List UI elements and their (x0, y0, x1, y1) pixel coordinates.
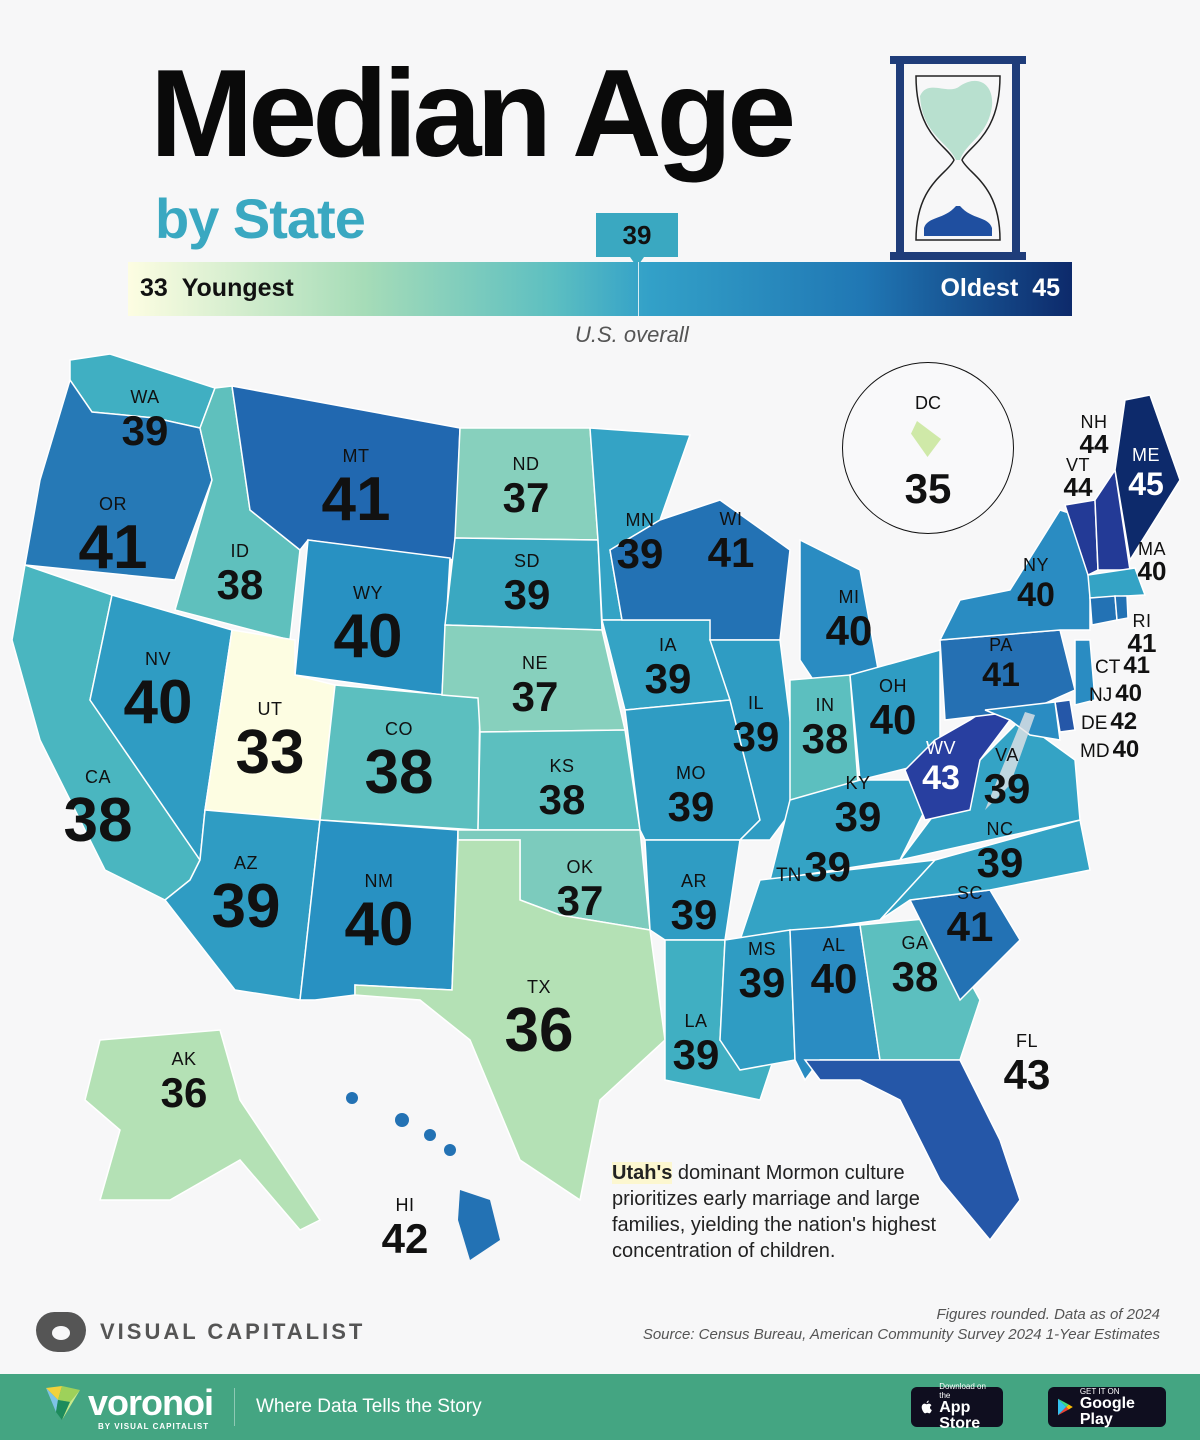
footer-tagline: Where Data Tells the Story (256, 1396, 482, 1417)
label-VA: VA 39 (983, 745, 1031, 812)
visual-capitalist-logo[interactable]: VISUAL CAPITALIST (36, 1312, 365, 1352)
label-KY: KY 39 (834, 773, 882, 840)
dc-abbr: DC (915, 393, 941, 413)
hourglass-icon (890, 56, 1026, 260)
state-NY[interactable] (938, 509, 1091, 641)
label-IA: IA 39 (644, 635, 692, 702)
label-SC: SC 41 (946, 883, 994, 950)
label-SD: SD 39 (503, 551, 551, 618)
label-HI: HI 42 (381, 1195, 429, 1262)
label-NE: NE 37 (511, 653, 559, 720)
label-IL: IL 39 (732, 693, 780, 760)
dc-value: 35 (904, 465, 952, 512)
legend-min: 33 Youngest (140, 274, 294, 302)
visual-capitalist-mark-icon (36, 1312, 86, 1352)
dc-shape (911, 421, 941, 457)
voronoi-mark-icon (46, 1386, 80, 1420)
app-store-badge[interactable]: Download on the App Store (911, 1382, 1003, 1432)
color-scale-legend: 33 Youngest Oldest 45 (128, 262, 1072, 316)
label-PA: PA 41 (982, 635, 1020, 694)
label-NJ: NJ 40 (1089, 680, 1142, 707)
footer-bar: voronoi BY VISUAL CAPITALIST Where Data … (0, 1374, 1200, 1440)
source-note: Figures rounded. Data as of 2024 Source:… (642, 1306, 1160, 1343)
label-NC: NC 39 (976, 819, 1024, 886)
state-TX[interactable] (354, 839, 666, 1202)
dc-callout-beam (985, 712, 1035, 810)
label-MI: MI 40 (825, 587, 873, 654)
label-CT: CT 41 (1095, 652, 1151, 679)
state-MA[interactable] (1087, 567, 1147, 599)
label-NH: NH 44 (1079, 412, 1109, 459)
state-ME[interactable] (1114, 394, 1181, 563)
label-OK: OK 37 (556, 857, 604, 924)
label-WA: WA 39 (121, 387, 169, 454)
label-MD: MD 40 (1080, 736, 1140, 763)
voronoi-sub: BY VISUAL CAPITALIST (98, 1422, 210, 1431)
label-MT: MT 41 (321, 446, 391, 534)
state-NJ[interactable] (1074, 639, 1096, 706)
state-FL[interactable] (803, 1059, 1021, 1242)
label-AK: AK 36 (160, 1049, 208, 1116)
label-WV: WV 43 (922, 738, 960, 797)
label-RI: RI 41 (1127, 611, 1157, 658)
label-IN: IN 38 (801, 695, 849, 762)
label-OR: OR 41 (78, 494, 148, 582)
label-LA: LA 39 (672, 1011, 720, 1078)
label-GA: GA 38 (891, 933, 939, 1000)
apple-icon (921, 1400, 932, 1414)
label-WY: WY 40 (333, 583, 403, 671)
label-CO: CO 38 (364, 719, 434, 807)
label-CA: CA 38 (63, 767, 133, 855)
us-overall-caption: U.S. overall (575, 322, 689, 347)
label-MS: MS 39 (738, 939, 786, 1006)
label-AZ: AZ 39 (211, 853, 281, 941)
google-play-badge[interactable]: GET IT ON Google Play (1048, 1387, 1166, 1427)
voronoi-logo[interactable]: voronoi (44, 1382, 214, 1424)
google-play-icon (1058, 1398, 1073, 1416)
state-CT[interactable] (1089, 595, 1118, 626)
dc-callout: DC 35 (842, 362, 1014, 534)
label-ID: ID 38 (216, 541, 264, 608)
label-NV: NV 40 (123, 649, 193, 737)
label-NY: NY 40 (1017, 555, 1055, 614)
label-FL: FL 43 (1003, 1031, 1051, 1098)
page-title: Median Age (150, 45, 796, 183)
label-NM: NM 40 (344, 871, 414, 959)
label-WI: WI 41 (707, 509, 755, 576)
us-overall-marker: 39 (596, 213, 678, 267)
state-KY[interactable] (768, 779, 942, 881)
state-RI[interactable] (1114, 595, 1129, 621)
utah-annotation: Utah's dominant Mormon culture prioritiz… (612, 1162, 937, 1262)
footer-divider (234, 1388, 235, 1426)
state-IL[interactable] (708, 639, 801, 841)
label-OH: OH 40 (869, 676, 917, 743)
us-choropleth-map (0, 340, 1200, 1300)
label-ME: ME 45 (1128, 445, 1164, 502)
label-TN: TN39 (776, 843, 852, 890)
label-DE: DE 42 (1081, 708, 1138, 735)
label-AL: AL 40 (810, 935, 858, 1002)
state-shapes (11, 353, 1181, 1260)
legend-max: Oldest 45 (940, 274, 1060, 302)
label-UT: UT 33 (235, 699, 305, 787)
label-MN: MN 39 (616, 510, 664, 577)
state-AK[interactable] (84, 1029, 322, 1231)
label-MA: MA 40 (1137, 539, 1167, 586)
label-ND: ND 37 (502, 454, 550, 521)
label-KS: KS 38 (538, 756, 586, 823)
state-MS[interactable] (719, 929, 796, 1071)
label-AR: AR 39 (670, 871, 718, 938)
page-subtitle: by State (155, 187, 366, 250)
state-HI[interactable] (346, 1092, 500, 1260)
label-TX: TX 36 (504, 977, 574, 1065)
label-VT: VT 44 (1063, 455, 1093, 502)
label-MO: MO 39 (667, 763, 715, 830)
us-overall-tick (638, 262, 639, 316)
